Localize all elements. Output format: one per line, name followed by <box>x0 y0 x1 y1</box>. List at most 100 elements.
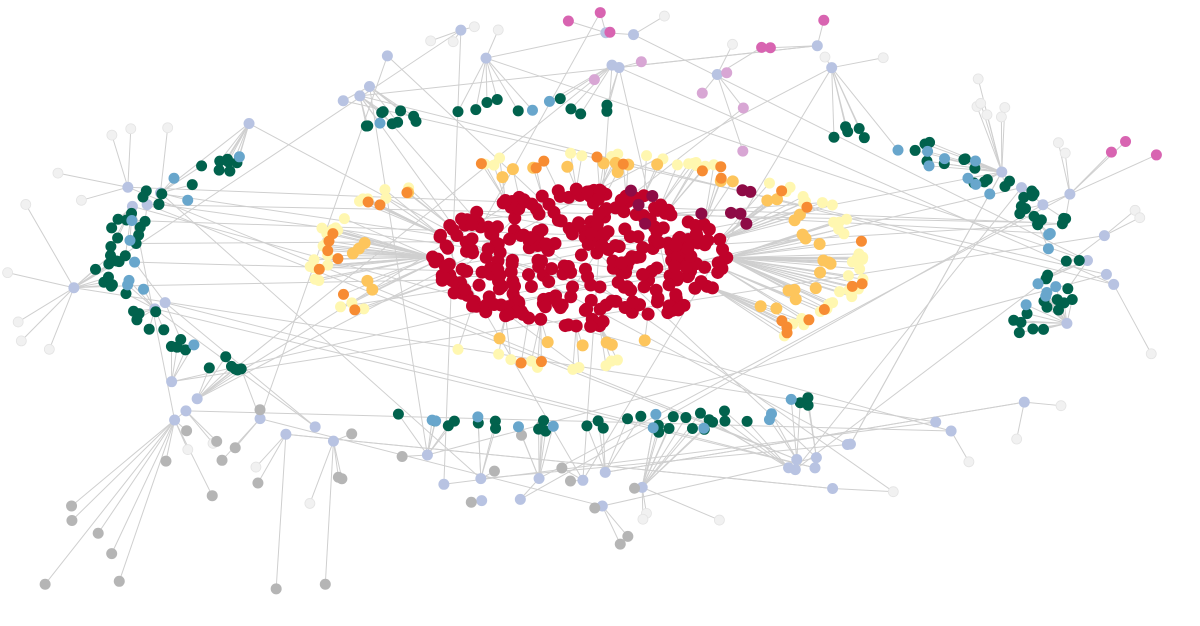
graph-node-ghost <box>75 194 87 206</box>
graph-node-magenta <box>1120 136 1132 148</box>
graph-node-ring3-green <box>1056 218 1068 230</box>
graph-edge <box>660 163 694 206</box>
graph-node-ring3-blue <box>547 420 559 432</box>
graph-edge <box>641 428 693 488</box>
graph-edge <box>831 57 884 69</box>
graph-edge <box>712 287 788 328</box>
graph-node-ring2-yellow <box>833 216 845 228</box>
graph-node-ring3-green <box>120 288 132 300</box>
graph-edge <box>716 74 744 109</box>
graph-node-ring3-blue <box>923 160 935 172</box>
graph-node-gray <box>589 502 601 514</box>
graph-node-ghost <box>125 123 137 135</box>
graph-edge <box>255 433 287 468</box>
graph-node-ring2-gold <box>809 282 822 295</box>
graph-node-core <box>466 299 480 313</box>
graph-edge <box>660 164 678 206</box>
graph-node-ring2-yellow <box>846 291 858 303</box>
graph-node-core <box>679 260 693 274</box>
graph-node-core-dark <box>639 217 652 230</box>
graph-edge <box>351 261 436 304</box>
graph-node-ring2-orange <box>617 158 629 170</box>
graph-node-ghost <box>1059 147 1071 159</box>
graph-edge <box>1113 284 1152 354</box>
graph-node-core <box>669 288 683 302</box>
graph-node-ring3-green <box>853 123 865 135</box>
graph-node-ring2-yellow <box>690 157 702 169</box>
graph-node-ring2-yellow <box>308 254 320 266</box>
graph-node-outer-lavender <box>421 449 433 461</box>
graph-node-core <box>590 217 604 231</box>
graph-node-ring3-green <box>481 97 493 109</box>
graph-edge <box>171 349 186 382</box>
graph-node-ring2-orange <box>781 327 793 339</box>
graph-edge <box>485 57 519 112</box>
graph-node-outer-lavender <box>1018 396 1030 408</box>
graph-edge <box>771 413 798 460</box>
graph-node-ring2-orange <box>535 356 547 368</box>
graph-node-ring3-green <box>1015 316 1027 328</box>
graph-node-ghost <box>250 461 262 473</box>
graph-edge <box>641 432 660 488</box>
graph-node-ring3-blue <box>188 339 200 351</box>
graph-node-ring2-orange <box>715 172 727 184</box>
graph-node-ring2-yellow <box>322 259 334 271</box>
graph-node-outer-lavender <box>475 473 487 485</box>
graph-edge <box>633 15 665 36</box>
graph-node-core <box>689 227 703 241</box>
graph-node-ring2-yellow <box>338 213 350 225</box>
graph-node-ring3-blue <box>647 422 659 434</box>
graph-node-core <box>636 268 650 282</box>
graph-node-core <box>654 198 668 212</box>
graph-node-outer-lavender <box>1081 255 1093 267</box>
graph-node-ring3-blue <box>763 414 775 426</box>
graph-node-magenta <box>764 42 776 54</box>
graph-node-core <box>455 262 469 276</box>
graph-edge <box>712 287 788 334</box>
graph-edge <box>641 486 720 521</box>
graph-node-ghost <box>12 316 24 328</box>
graph-node-gray <box>396 450 408 462</box>
graph-node-gray <box>206 490 218 502</box>
graph-node-ring3-green <box>150 306 162 318</box>
graph-node-ring3-green <box>186 179 198 191</box>
graph-node-outer-lavender <box>1098 230 1110 242</box>
graph-edge <box>480 12 601 228</box>
graph-node-core <box>441 241 455 255</box>
graph-node-core <box>711 256 725 270</box>
graph-edge <box>118 419 176 582</box>
graph-node-ring3-green <box>131 314 143 326</box>
graph-node-ring2-gold <box>726 175 739 188</box>
graph-node-outer-lavender <box>1016 182 1028 194</box>
graph-node-ghost <box>972 73 984 85</box>
graph-edge <box>71 419 175 521</box>
graph-node-core <box>618 222 632 236</box>
graph-node-ring3-green <box>909 144 921 156</box>
graph-edge <box>111 134 129 188</box>
graph-edge <box>1024 401 1062 407</box>
graph-edge <box>408 187 451 226</box>
graph-node-ring2-gold <box>506 163 519 176</box>
graph-node-core <box>535 189 549 203</box>
graph-node-ring3-green <box>959 153 971 165</box>
graph-node-ring3-green <box>581 420 593 432</box>
graph-node-gray <box>488 465 500 477</box>
graph-node-ring3-blue <box>233 151 245 163</box>
graph-node-core <box>591 192 605 206</box>
graph-edge <box>171 347 178 382</box>
graph-node-core <box>522 268 536 282</box>
graph-edge <box>604 416 642 473</box>
graph-edge <box>457 57 487 112</box>
graph-edge <box>128 280 156 310</box>
graph-node-outer-lavender <box>68 282 80 294</box>
graph-node-core <box>492 282 506 296</box>
graph-edge <box>770 45 818 49</box>
graph-node-ring3-blue <box>650 408 662 420</box>
graph-node-core <box>585 227 599 241</box>
graph-node-ring2-yellow <box>826 199 838 211</box>
graph-node-gray <box>106 548 118 560</box>
graph-edge <box>712 287 785 337</box>
graph-node-ring2-yellow <box>611 354 623 366</box>
graph-node-ring2-yellow <box>493 348 505 360</box>
graph-node-ring3-green <box>635 410 647 422</box>
